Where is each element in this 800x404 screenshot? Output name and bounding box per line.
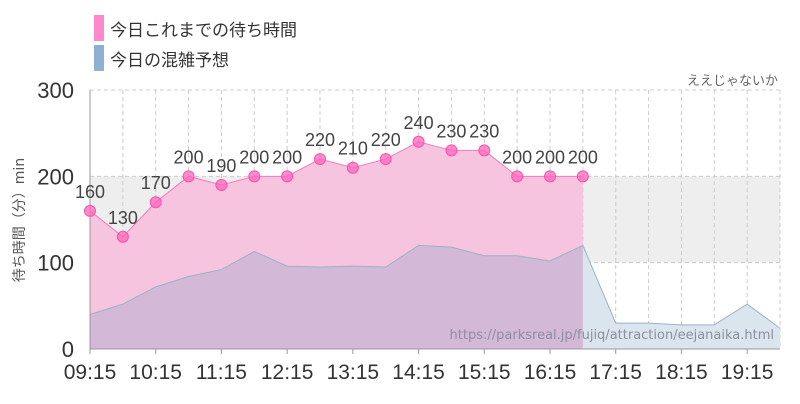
data-point: [182, 170, 195, 183]
x-tick-label: 18:15: [655, 361, 708, 384]
x-tick-label: 17:15: [589, 361, 642, 384]
data-point: [412, 135, 425, 148]
legend-item-past-wait: 今日これまでの待ち時間: [94, 14, 297, 42]
data-label: 130: [108, 208, 138, 228]
source-url: https://parksreal.jp/fujiq/attraction/ee…: [449, 328, 774, 343]
data-label: 240: [404, 113, 434, 133]
x-tick-label: 13:15: [327, 361, 380, 384]
x-tick-label: 15:15: [458, 361, 511, 384]
data-point: [511, 170, 524, 183]
y-tick-label: 300: [37, 78, 74, 103]
x-tick-label: 12:15: [261, 361, 314, 384]
legend: 今日これまでの待ち時間 今日の混雑予想: [94, 14, 297, 74]
data-label: 230: [436, 121, 466, 141]
legend-swatch-past-wait: [94, 15, 104, 41]
data-point: [346, 161, 359, 174]
y-tick-label: 0: [62, 337, 74, 362]
x-tick-label: 10:15: [129, 361, 182, 384]
data-label: 200: [174, 147, 204, 167]
y-tick-label: 100: [37, 251, 74, 276]
data-label: 220: [305, 130, 335, 150]
attraction-name: ええじゃないか: [686, 74, 778, 89]
data-point: [379, 153, 392, 166]
forecast-line: [89, 244, 781, 329]
data-point: [478, 144, 491, 157]
data-point: [149, 196, 162, 209]
data-point: [116, 230, 129, 243]
data-point: [84, 204, 96, 217]
data-label: 200: [272, 147, 302, 167]
y-axis-title-wrap: 待ち時間（分）min: [0, 120, 38, 320]
data-point: [544, 170, 556, 183]
data-label: 210: [338, 139, 368, 159]
data-label: 170: [141, 173, 171, 193]
data-label: 200: [535, 147, 565, 167]
x-tick-label: 11:15: [196, 361, 247, 384]
x-tick-label: 16:15: [524, 361, 577, 384]
x-tick-label: 09:15: [64, 361, 117, 384]
y-axis-title: 待ち時間（分）min: [12, 157, 28, 283]
data-label: 190: [206, 156, 236, 176]
legend-label-forecast: 今日の混雑予想: [110, 50, 229, 71]
data-point: [445, 144, 458, 157]
legend-label-past-wait: 今日これまでの待ち時間: [110, 20, 297, 41]
data-label: 160: [75, 182, 105, 202]
legend-item-forecast: 今日の混雑予想: [94, 44, 297, 72]
data-label: 230: [469, 121, 499, 141]
data-point: [576, 170, 589, 183]
data-point: [314, 153, 326, 166]
past-wait-line: [89, 141, 583, 238]
x-tick-label: 19:15: [721, 361, 774, 384]
data-label: 200: [502, 147, 532, 167]
legend-swatch-forecast: [94, 45, 104, 71]
data-point: [215, 178, 228, 191]
data-point: [281, 170, 294, 183]
data-label: 200: [568, 147, 598, 167]
data-label: 200: [239, 147, 269, 167]
y-tick-label: 200: [37, 164, 74, 189]
data-point: [248, 170, 261, 183]
x-tick-label: 14:15: [392, 361, 445, 384]
data-label: 220: [371, 130, 401, 150]
